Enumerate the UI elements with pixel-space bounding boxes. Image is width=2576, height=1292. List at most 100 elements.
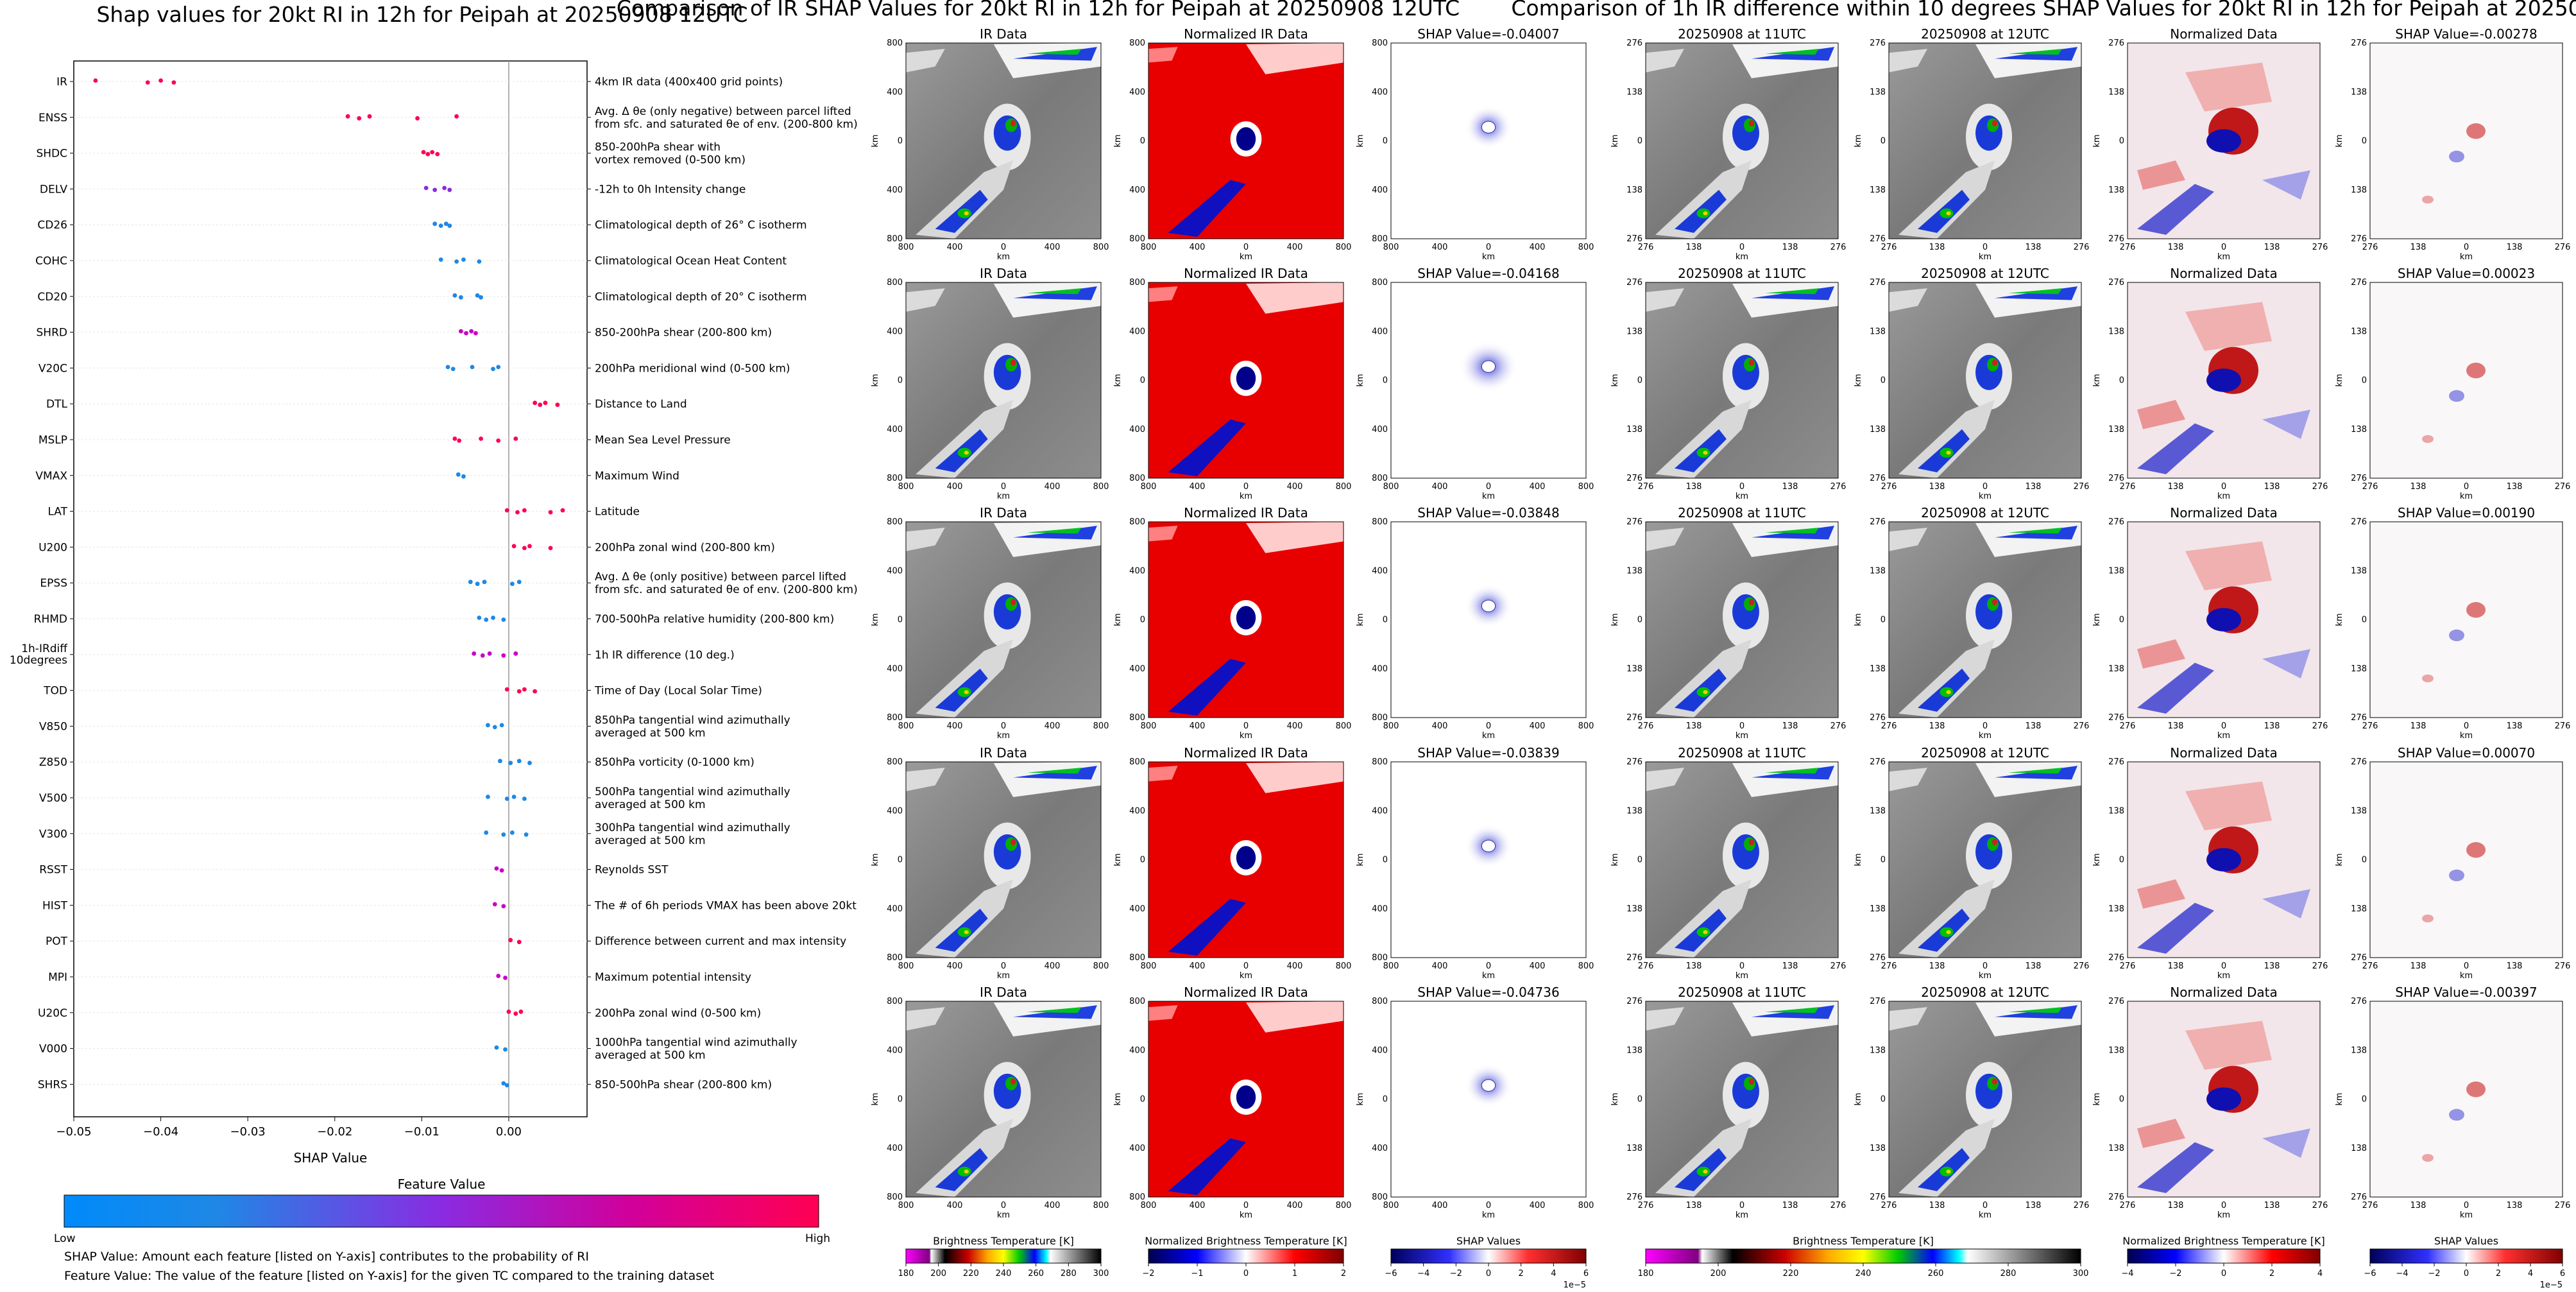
norm-storm-core [1236,127,1256,151]
y-tick-label: 138 [2351,1046,2367,1055]
x-tick-label: 400 [1432,482,1448,492]
y-tick-label: 276 [1870,1193,1886,1202]
y-tick-label: 400 [887,425,903,435]
shap-point [494,1045,499,1050]
storm-hot-tower [1992,120,1998,126]
y-tick-label: 138 [2108,1046,2124,1055]
cloud-patch [906,1007,945,1031]
y-tick-label: 800 [1372,713,1388,723]
y-tick-label: 400 [1129,664,1145,674]
cloud-band-south [1898,639,1995,718]
shap-diff-image [2370,1001,2563,1197]
shap-point [357,116,362,121]
x-tick-label: 276 [2555,482,2571,492]
x-tick-label: 276 [2120,243,2136,252]
panel-frame [2369,42,2563,239]
norm-storm-core [1236,366,1256,390]
y-tick-label: 138 [2108,664,2124,674]
y-axis-unit: km [1610,1092,1620,1105]
x-tick-label: 138 [1782,243,1798,252]
panel-frame [1390,42,1587,239]
xtick-label: −0.05 [56,1125,91,1139]
storm-hot-tower [1992,1078,1998,1085]
x-tick-label: 800 [1093,721,1109,731]
x-tick-label: 138 [2410,961,2427,971]
y-tick-label: 138 [2351,806,2367,816]
x-axis-unit: km [1736,971,1748,981]
shap-point [435,151,440,157]
y-tick-label: 800 [887,997,903,1006]
panel-title: 20250908 at 12UTC [1921,266,2049,281]
xtick-label: −0.02 [317,1125,352,1139]
shap-point [504,797,509,801]
x-tick-label: 0 [1243,961,1249,971]
x-tick-label: 276 [2312,1201,2328,1210]
irdiff-normalized-colorbar-tick-label: 2 [2269,1269,2274,1279]
feature-description: Avg. Δ θe (only negative) between parcel… [595,105,858,131]
panel-frame [2369,1001,2563,1198]
x-tick-label: 800 [1141,721,1157,731]
x-axis-unit: km [1240,1210,1252,1220]
feature-description: 200hPa zonal wind (200-800 km) [595,541,775,554]
shap-eye [1481,599,1496,612]
shap-point [516,940,522,945]
shap-point [470,365,475,370]
irdiff-brightness-colorbar [1645,1248,2081,1264]
shap-point [171,80,176,85]
y-tick-label: 800 [887,713,903,723]
y-tick-label: 0 [1881,856,1886,865]
y-tick-label: 0 [898,616,903,625]
shap-point [432,187,438,193]
panel-frame [2127,761,2321,958]
y-tick-label: 800 [1372,39,1388,48]
x-tick-label: 400 [1287,243,1303,252]
x-tick-label: 276 [1638,243,1654,252]
irdiff-comparison-panels: 20250908 at 11UTC27627613813800138138276… [1610,26,2571,1290]
feature-description: 700-500hPa relative humidity (200-800 km… [595,613,834,626]
x-tick-label: 138 [2264,721,2280,731]
shap-point [475,581,480,587]
panel-title: Normalized Data [2170,266,2278,281]
panel-title: 20250908 at 11UTC [1678,985,1806,1000]
panel-frame [1888,42,2082,239]
x-tick-label: 800 [1141,482,1157,492]
y-tick-label: 138 [1870,1144,1886,1153]
y-tick-label: 400 [1129,1144,1145,1153]
shap-point [443,221,448,227]
y-tick-label: 276 [1870,474,1886,483]
x-tick-label: 0 [1001,482,1006,492]
x-tick-label: 276 [1881,961,1897,971]
cloud-patch [1889,1007,1927,1031]
shap-diff-speck [2422,1153,2434,1162]
x-tick-label: 400 [1530,961,1546,971]
panel-frame [1390,521,1587,718]
shap-point [533,401,538,406]
shap-point [423,185,429,191]
shap-point [447,187,452,193]
x-tick-label: 0 [1983,1201,1988,1210]
feature-description: 200hPa meridional wind (0-500 km) [595,362,790,375]
y-axis-unit: km [1113,613,1123,626]
x-tick-label: 138 [1929,961,1945,971]
y-tick-label: 138 [2351,327,2367,336]
colder-cloud [2008,1007,2062,1013]
x-tick-label: 276 [2312,961,2328,971]
panel-frame [2127,282,2321,479]
shap-point [469,329,474,334]
panel-title: IR Data [980,266,1027,281]
y-tick-label: 138 [1870,185,1886,195]
x-tick-label: 276 [1881,1201,1897,1210]
x-tick-label: 276 [1638,721,1654,731]
irdiff-normalized-colorbar [2127,1248,2321,1264]
x-axis-unit: km [1736,252,1748,262]
panel-title: Normalized Data [2170,745,2278,761]
x-axis-unit: km [997,1210,1010,1220]
x-tick-label: 400 [947,1201,963,1210]
panel-title: Normalized Data [2170,505,2278,521]
cloud-patch [1646,528,1684,551]
norm-cloud-patch [1148,1005,1178,1021]
irdiff-shap-colorbar-tick-label: 0 [2464,1269,2469,1279]
diff-cooling-core [2206,129,2241,153]
diff-warm-patch [2185,62,2272,112]
feature-description: 1000hPa tangential wind azimuthally avera… [595,1037,798,1062]
